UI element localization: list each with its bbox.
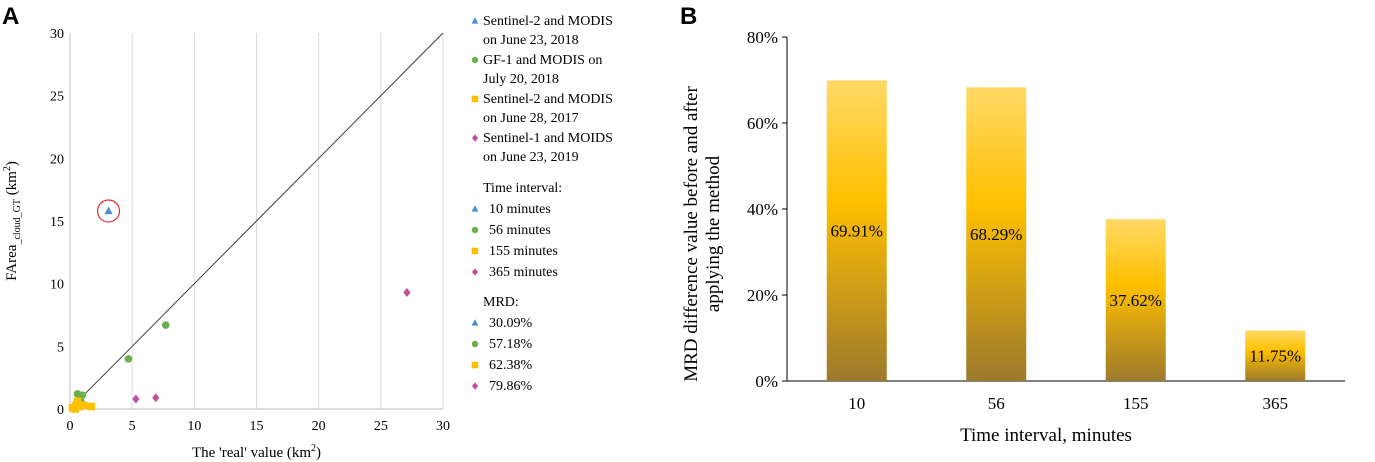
legend-entry: on June 23, 2018 xyxy=(483,33,579,48)
scatter-chart: 0 5 10 15 20 25 30 0 5 10 15 20 25 30 The 'real' value… xyxy=(2,27,450,461)
highlight-circle xyxy=(96,199,121,223)
legend-marker xyxy=(471,340,479,348)
y-tick-label: 25 xyxy=(50,90,64,105)
x-tick-label: 30 xyxy=(436,419,450,434)
x-tick-label: 155 xyxy=(1123,394,1149,413)
y-tick-label: 40% xyxy=(747,200,778,219)
x-tick-label: 56 xyxy=(988,394,1005,413)
scatter-point xyxy=(79,401,88,410)
legend-marker xyxy=(471,268,479,276)
x-tick-label: 365 xyxy=(1263,394,1289,413)
bar-data-label: 11.75% xyxy=(1249,347,1301,366)
legend-item: 365 minutes xyxy=(489,265,558,280)
legend-item: 62.38% xyxy=(489,358,533,373)
legend-item: 57.18% xyxy=(489,337,533,352)
scatter-legend: Sentinel-2 and MODIS on June 23, 2018 GF-1… xyxy=(471,14,613,394)
scatter-point xyxy=(124,355,133,363)
x-tick-label: 15 xyxy=(250,419,264,434)
y-tick-label: 30 xyxy=(50,27,64,42)
y-axis-label: FArea_cloud_GT (km2) xyxy=(2,161,23,281)
bar-data-label: 68.29% xyxy=(970,225,1022,244)
y-axis-label: MRD difference value before and after xyxy=(681,86,702,382)
bar xyxy=(1245,330,1306,381)
bar-data-label: 69.91% xyxy=(831,222,883,241)
legend-group-title: Time interval: xyxy=(483,181,562,196)
scatter-point xyxy=(104,206,113,215)
legend-entry: Sentinel-1 and MOIDS xyxy=(483,131,613,146)
scatter-point xyxy=(78,391,87,400)
x-tick-label: 0 xyxy=(67,419,74,434)
legend-entry: on June 28, 2017 xyxy=(483,111,579,126)
x-tick-label: 5 xyxy=(129,419,136,434)
legend-item: 10 minutes xyxy=(489,202,551,217)
y-tick-label: 60% xyxy=(747,114,778,133)
legend-item: 79.86% xyxy=(489,379,533,394)
legend-item: 155 minutes xyxy=(489,244,558,259)
panel-b-label: B xyxy=(680,3,697,30)
scatter-point xyxy=(87,402,95,411)
legend-entry: on June 23, 2019 xyxy=(483,150,579,165)
bar-data-label: 37.62% xyxy=(1110,291,1162,310)
y-tick-label: 5 xyxy=(57,340,64,355)
legend-item: 30.09% xyxy=(489,316,533,331)
y-tick-label: 0% xyxy=(755,372,778,391)
y-tick-label: 20% xyxy=(747,286,778,305)
legend-entry: Sentinel-2 and MODIS xyxy=(483,92,613,107)
y-axis-label: applying the method xyxy=(703,155,724,312)
scatter-point xyxy=(71,405,79,413)
y-tick-label: 15 xyxy=(50,215,64,230)
reference-line xyxy=(69,32,444,410)
panel-a-label: A xyxy=(2,3,19,30)
legend-marker xyxy=(471,17,479,24)
y-tick-label: 20 xyxy=(50,152,64,167)
legend-entry: Sentinel-2 and MODIS xyxy=(483,14,613,29)
legend-entry: July 20, 2018 xyxy=(483,72,559,87)
legend-group-title: MRD: xyxy=(483,295,519,310)
scatter-point xyxy=(132,394,140,404)
x-tick-label: 20 xyxy=(312,419,326,434)
y-tick-label: 0 xyxy=(57,403,64,418)
y-tick-label: 10 xyxy=(50,278,64,293)
legend-marker xyxy=(471,361,479,369)
bar xyxy=(826,80,887,382)
x-tick-label: 25 xyxy=(374,419,388,434)
legend-marker xyxy=(471,134,479,142)
scatter-point xyxy=(403,287,411,297)
y-tick-label: 80% xyxy=(747,28,778,47)
legend-entry: GF-1 and MODIS on xyxy=(483,53,602,68)
x-axis-label: The 'real' value (km2) xyxy=(192,443,321,461)
legend-marker xyxy=(471,205,479,212)
x-tick-label: 10 xyxy=(848,394,865,413)
legend-marker xyxy=(471,226,479,234)
legend-marker xyxy=(471,319,479,326)
legend-marker xyxy=(471,382,479,390)
x-axis-label: Time interval, minutes xyxy=(960,425,1132,446)
scatter-point xyxy=(73,397,82,406)
bar-chart: 0% 20% 40% 60% 80% 69.91% 10 68.29% 56 37.62% 155 1… xyxy=(681,28,1345,446)
scatter-point xyxy=(161,321,170,329)
legend-marker xyxy=(471,247,479,255)
scatter-point xyxy=(152,393,160,403)
legend-item: 56 minutes xyxy=(489,223,551,238)
x-tick-label: 10 xyxy=(187,419,201,434)
legend-marker xyxy=(471,56,479,64)
bar xyxy=(966,87,1027,381)
bar xyxy=(1105,219,1166,381)
legend-marker xyxy=(471,95,479,103)
